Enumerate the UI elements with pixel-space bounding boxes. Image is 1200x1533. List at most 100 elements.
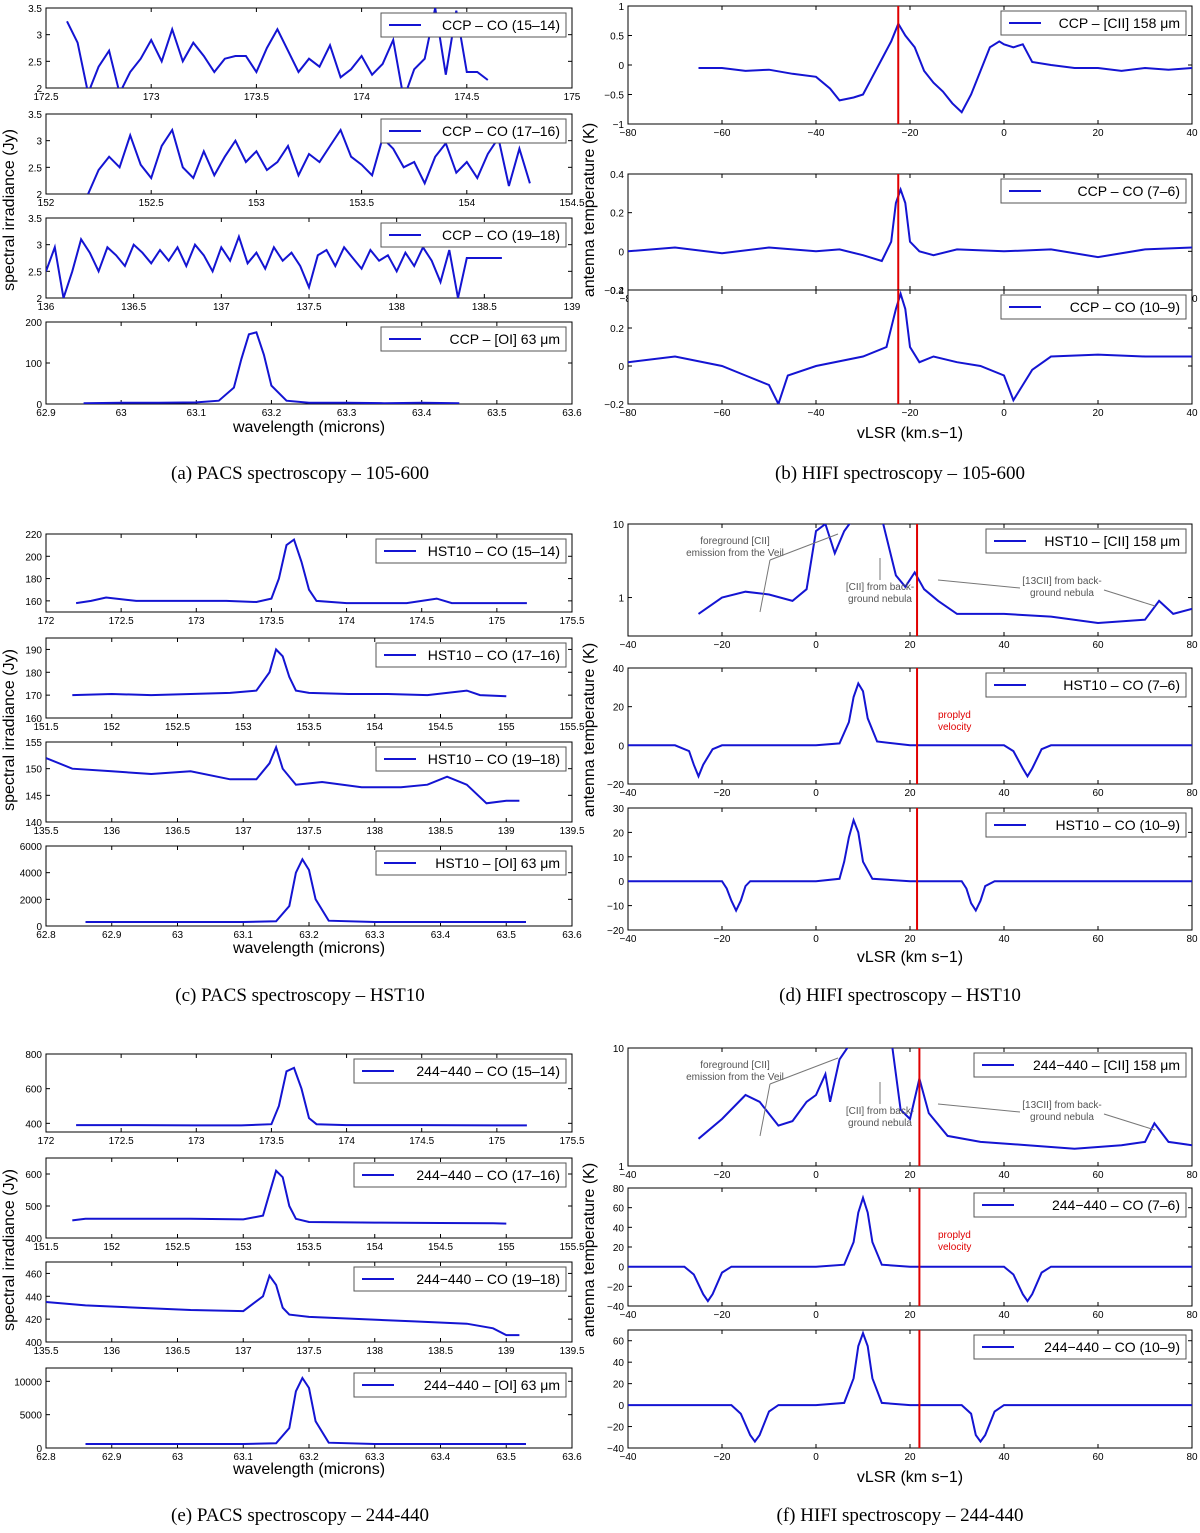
legend: HST10 – CO (10–9)	[985, 812, 1187, 838]
legend: CCP – CO (7–6)	[1000, 178, 1187, 204]
y-tick-label: −0.2	[604, 400, 624, 411]
x-tick-label: 63.5	[497, 930, 517, 941]
y-tick-label: 40	[613, 1223, 625, 1234]
x-tick-label: 154	[366, 722, 383, 733]
chart-e: 172 172.5 173 173.5 174 174.5 175 175.5 400 600 80…	[1, 1050, 585, 1478]
x-tick-label: 152.5	[165, 722, 190, 733]
legend: HST10 – [OI] 63 μm	[375, 850, 567, 876]
y-tick-label: 0.5	[610, 32, 624, 43]
x-tick-label: 40	[998, 788, 1010, 799]
x-tick-label: 172.5	[109, 616, 134, 627]
x-tick-label: 151.5	[33, 1242, 58, 1253]
legend-label: CCP – [CII] 158 μm	[1059, 15, 1180, 31]
legend: 244−440 – CO (15–14)	[353, 1058, 567, 1084]
panel-f-2: −40 −20 0 20 40 60 80 −40 −20 0 20 40 60 80 244−440 – …	[607, 1184, 1198, 1321]
x-tick-label: 137	[235, 1346, 252, 1357]
y-axis-label: spectral irradiance (Jy)	[1, 1169, 18, 1331]
y-tick-label: 1	[618, 2, 624, 13]
y-tick-label: 2	[36, 294, 42, 305]
annotation-arrow	[759, 1083, 771, 1137]
x-tick-label: 63.1	[187, 408, 207, 419]
x-tick-label: 0	[813, 1452, 819, 1463]
y-tick-label: 10	[613, 520, 625, 531]
x-tick-label: −40	[620, 1170, 637, 1181]
x-tick-label: 63.4	[431, 930, 451, 941]
panel-c-2: 151.5 152 152.5 153 153.5 154 154.5 155 155.5 160…	[25, 637, 585, 733]
legend: CCP – [CII] 158 μm	[1000, 10, 1187, 36]
annotation-text: foreground [CII]	[700, 536, 770, 547]
x-tick-label: 175	[564, 92, 581, 103]
x-tick-label: 152	[103, 722, 120, 733]
panel-f-3: −40 −20 0 20 40 60 80 −40 −20 0 20 40 60 244−440 – CO…	[607, 1329, 1198, 1463]
x-tick-label: 155	[498, 1242, 515, 1253]
x-tick-label: 63.3	[337, 408, 357, 419]
x-tick-label: 63	[172, 930, 184, 941]
legend-label: HST10 – CO (10–9)	[1056, 817, 1181, 833]
x-tick-label: 175.5	[559, 1136, 584, 1147]
y-tick-label: 800	[25, 1050, 42, 1061]
x-tick-label: 63.4	[431, 1452, 451, 1463]
annotation-arrow	[937, 579, 1021, 589]
x-tick-label: 153.5	[349, 198, 374, 209]
panel-d-1: −40 −20 0 20 40 60 80 10 1 HST10 – [CII] 158 μm	[613, 520, 1198, 651]
x-tick-label: 151.5	[33, 722, 58, 733]
panel-c-4: 62.8 62.9 63 63.1 63.2 63.3 63.4 63.5 63.6 0 2000 4…	[20, 842, 582, 941]
x-tick-label: 137	[235, 826, 252, 837]
y-tick-label: 0	[618, 61, 624, 72]
panel-a-4: 62.9 63 63.1 63.2 63.3 63.4 63.5 63.6 0 100 200 CCP…	[25, 318, 582, 419]
x-tick-label: 40	[998, 1170, 1010, 1181]
x-tick-label: 173.5	[259, 1136, 284, 1147]
x-tick-label: −40	[620, 640, 637, 651]
y-tick-label: 1	[618, 1162, 624, 1173]
y-tick-label: 0	[36, 1444, 42, 1455]
plot-frame	[45, 637, 573, 719]
legend: 244−440 – CO (10–9)	[973, 1334, 1187, 1360]
x-tick-label: 136	[38, 302, 55, 313]
x-tick-label: −20	[902, 128, 919, 139]
x-tick-label: 63	[172, 1452, 184, 1463]
x-tick-label: 172.5	[33, 92, 58, 103]
x-tick-label: −20	[714, 788, 731, 799]
x-tick-label: 20	[904, 788, 916, 799]
proplyd-label: velocity	[938, 1242, 971, 1253]
x-tick-label: −20	[714, 640, 731, 651]
y-axis-label: antenna temperature (K)	[581, 1163, 598, 1337]
x-tick-label: 60	[1092, 1170, 1104, 1181]
y-tick-label: 2.5	[28, 267, 42, 278]
x-tick-label: 137.5	[296, 302, 321, 313]
x-tick-label: 63.4	[412, 408, 432, 419]
x-tick-label: 174.5	[409, 1136, 434, 1147]
y-tick-label: 0.2	[610, 324, 624, 335]
legend: CCP – CO (19–18)	[380, 222, 567, 248]
x-tick-label: 173	[188, 616, 205, 627]
series-line	[87, 127, 531, 194]
panel-e-3: 135.5 136 136.5 137 137.5 138 138.5 139 139.5 400…	[25, 1261, 585, 1357]
x-tick-label: 139.5	[559, 1346, 584, 1357]
series-line	[72, 647, 507, 698]
y-tick-label: 0	[618, 362, 624, 373]
annotation-text: ground nebula	[1030, 1112, 1094, 1123]
panel-e-1: 172 172.5 173 173.5 174 174.5 175 175.5 400 600 80…	[25, 1050, 585, 1147]
annotation-text: ground nebula	[848, 1118, 912, 1129]
legend-label: CCP – CO (19–18)	[442, 227, 560, 243]
series-line	[85, 1375, 526, 1445]
x-tick-label: 0	[813, 1170, 819, 1181]
x-tick-label: 0	[1001, 408, 1007, 419]
y-tick-label: 60	[613, 1337, 625, 1348]
y-tick-label: 150	[25, 765, 42, 776]
panel-e-2: 151.5 152 152.5 153 153.5 154 154.5 155 155.5 400…	[25, 1157, 585, 1253]
y-axis-label: spectral irradiance (Jy)	[1, 649, 18, 811]
x-tick-label: 155.5	[559, 722, 584, 733]
y-tick-label: 2	[36, 84, 42, 95]
x-tick-label: −80	[620, 408, 637, 419]
x-tick-label: 153.5	[296, 722, 321, 733]
x-tick-label: 139	[564, 302, 581, 313]
annotation-text: [CII] from back-	[846, 1106, 914, 1117]
x-tick-label: 62.9	[102, 1452, 122, 1463]
x-tick-label: 0	[813, 640, 819, 651]
legend-label: HST10 – CO (7–6)	[1063, 677, 1180, 693]
annotation-text: foreground [CII]	[700, 1060, 770, 1071]
y-tick-label: 60	[613, 1204, 625, 1215]
